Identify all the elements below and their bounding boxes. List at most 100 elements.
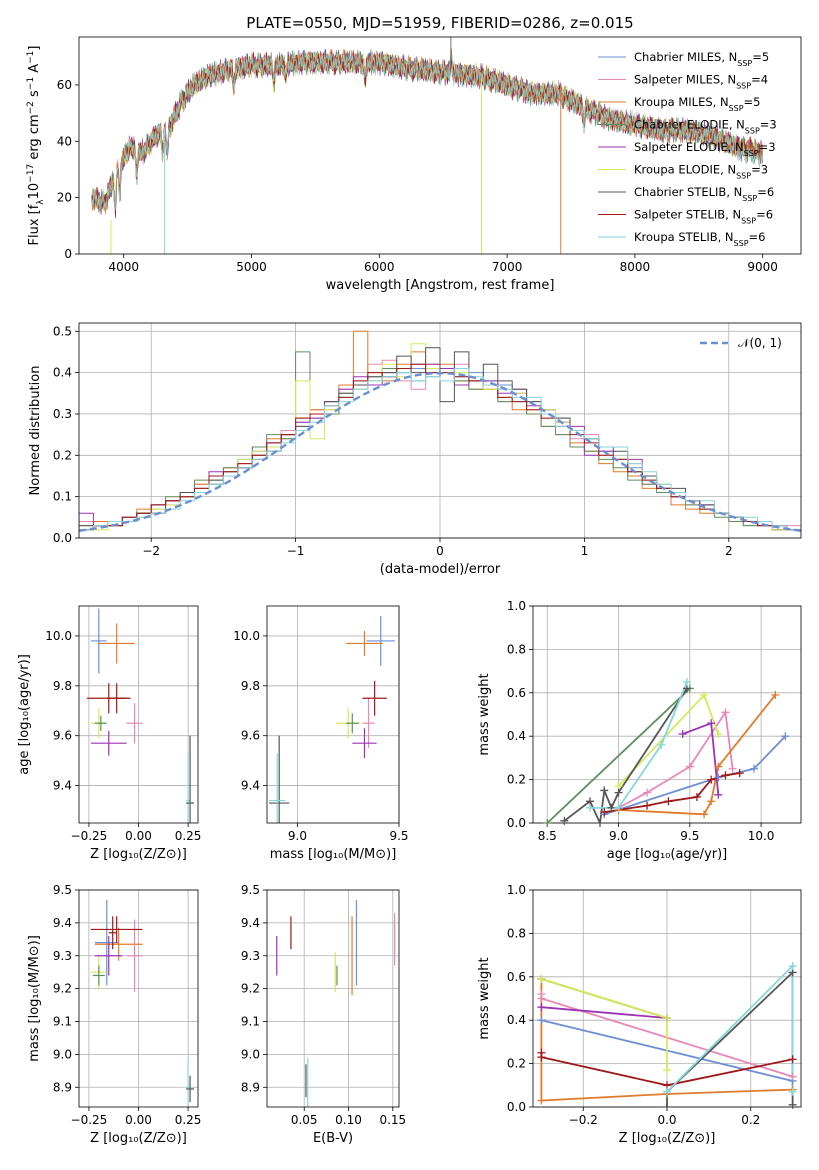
x-tick-label: 10.0 <box>748 829 775 843</box>
legend-label-sub: SSP <box>736 171 751 180</box>
legend-label-main: Kroupa ELODIE, N <box>634 163 736 177</box>
mass-weight-point <box>692 792 701 801</box>
mass-weight-point <box>537 1096 546 1105</box>
mass-weight-point <box>663 1014 671 1023</box>
y-axis-label-part: λ <box>36 199 46 205</box>
axes-6: −0.25 0.00 0.25 8.9 9.0 9.1 9.2 9.3 9.4 9.5 Z [log… <box>27 883 201 1146</box>
x-axis-label: mass [log₁₀(M/M⊙)] <box>270 847 397 862</box>
legend-label: Chabrier ELODIE, NSSP=3 <box>634 118 777 136</box>
y-tick-label: 9.4 <box>241 916 260 930</box>
y-tick-label: 9.0 <box>241 1047 260 1061</box>
y-tick-label: 0.0 <box>507 1100 526 1114</box>
mass-weight-point <box>537 1016 546 1025</box>
y-tick-label: 9.3 <box>241 949 260 963</box>
y-axis-label-part: s <box>27 90 42 101</box>
y-tick-label: 0.4 <box>507 1013 526 1027</box>
plot-area <box>90 899 195 1107</box>
legend-label-main: Chabrier ELODIE, N <box>634 118 745 132</box>
mass-weight-point <box>543 819 552 827</box>
mass-weight-point <box>707 719 716 728</box>
mass-weight-point <box>788 1072 797 1081</box>
chart-title: PLATE=0550, MJD=51959, FIBERID=0286, z=0… <box>246 14 633 32</box>
y-tick-label: 9.6 <box>241 729 260 743</box>
legend-label-end: =6 <box>756 208 773 222</box>
mass-weight-point <box>714 790 723 799</box>
y-tick-label: 0.8 <box>507 926 526 940</box>
y-tick-label: 0.4 <box>507 729 526 743</box>
y-tick-label: 0.6 <box>507 686 526 700</box>
plot-area <box>91 37 763 254</box>
y-tick-label: 0 <box>64 247 72 261</box>
mass-weight-point <box>537 974 546 983</box>
x-tick-label: 7000 <box>492 260 523 274</box>
axes-8: −0.2 0.0 0.2 0.0 0.2 0.4 0.6 0.8 1.0 Z [log₁₀(Z/Z… <box>477 883 802 1146</box>
x-axis-label: Z [log₁₀(Z/Z⊙)] <box>90 847 187 862</box>
mass-weight-point <box>721 771 730 780</box>
y-tick-label: 10.0 <box>45 629 72 643</box>
mass-weight-point <box>664 797 673 806</box>
legend-label-sub: SSP <box>729 104 744 113</box>
y-tick-label: 60 <box>57 78 72 92</box>
y-tick-label: 9.5 <box>241 883 260 897</box>
mass-weight-line <box>604 735 786 816</box>
histogram-series <box>79 363 801 538</box>
y-tick-label: 0.8 <box>507 642 526 656</box>
histogram-series <box>79 347 801 538</box>
mass-weight-point <box>586 803 595 812</box>
y-tick-label: 9.4 <box>53 916 72 930</box>
y-axis-label-part: Flux [f <box>27 204 42 245</box>
axes-frame <box>266 889 400 1108</box>
y-tick-label: 9.2 <box>53 982 72 996</box>
y-tick-label: 9.8 <box>241 679 260 693</box>
x-tick-label: 0.15 <box>379 1113 406 1127</box>
mass-weight-point <box>643 801 652 810</box>
mass-weight-point <box>614 803 623 812</box>
mass-weight-point <box>788 1100 797 1109</box>
legend-label-end: =3 <box>760 118 777 132</box>
x-tick-label: 9.5 <box>389 829 408 843</box>
legend-label-sub: SSP <box>745 126 760 135</box>
legend-label: Chabrier STELIB, NSSP=6 <box>634 185 774 203</box>
histogram-series <box>79 368 801 538</box>
legend-label-main: Salpeter MILES, N <box>634 73 736 87</box>
x-tick-label: 2 <box>725 544 733 558</box>
plot-area <box>269 615 395 823</box>
axes-4: 9.0 9.5 9.4 9.6 9.8 10.0 mass [log₁₀(M/M⊙)] <box>233 605 409 862</box>
y-tick-label: 9.2 <box>241 982 260 996</box>
legend-label-sub: SSP <box>737 59 752 68</box>
plot-area <box>86 608 195 823</box>
legend-label-main: Kroupa MILES, N <box>634 95 729 109</box>
legend-label: Kroupa MILES, NSSP=5 <box>634 95 760 113</box>
y-tick-label: 9.5 <box>53 883 72 897</box>
y-tick-label: 20 <box>57 191 72 205</box>
x-tick-label: −0.2 <box>569 1113 598 1127</box>
legend-label-end: =6 <box>749 230 766 244</box>
mass-weight-point <box>788 1055 797 1064</box>
legend-label-main: Salpeter STELIB, N <box>634 208 741 222</box>
x-tick-label: 0.25 <box>175 829 202 843</box>
mass-weight-point <box>771 690 780 699</box>
y-axis-label-part: −17 <box>26 164 36 183</box>
legend-label-end: =4 <box>751 73 768 87</box>
legend-label: Chabrier MILES, NSSP=5 <box>634 50 769 68</box>
axes-7: 0.05 0.10 0.15 8.9 9.0 9.1 9.2 9.3 9.4 9.5 E(B-V) <box>241 883 406 1146</box>
y-axis-label: Flux [fλ10−17 erg cm−2 s−1 A−1] <box>26 46 46 246</box>
y-axis-label-part: 10 <box>27 183 42 200</box>
x-tick-label: 0.0 <box>657 1113 676 1127</box>
mass-weight-point <box>728 764 737 773</box>
mass-weight-point <box>714 730 723 739</box>
mass-weight-line <box>540 979 793 1102</box>
y-tick-label: 0.5 <box>53 324 72 338</box>
y-tick-label: 0.0 <box>507 816 526 830</box>
axes-1: 4000 5000 6000 7000 8000 9000 0 20 40 60 wavelengt… <box>57 36 802 293</box>
x-tick-label: 0.05 <box>291 1113 318 1127</box>
mass-weight-point <box>614 788 623 797</box>
legend-label-sub: SSP <box>734 239 749 248</box>
legend-label: Kroupa STELIB, NSSP=6 <box>634 230 765 248</box>
mass-weight-point <box>537 1053 546 1062</box>
x-tick-label: 9.0 <box>609 829 628 843</box>
y-tick-label: 8.9 <box>53 1080 72 1094</box>
mass-weight-point <box>700 810 709 819</box>
mass-weight-point <box>600 808 609 817</box>
